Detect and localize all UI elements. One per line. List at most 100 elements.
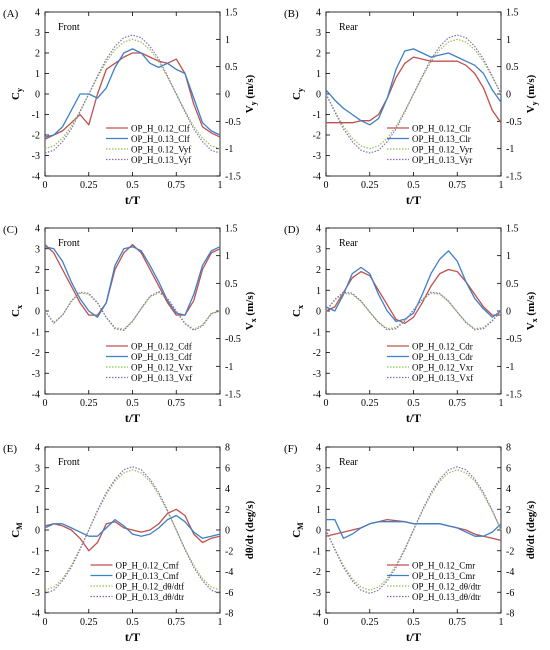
x-tick-label: 0.5	[126, 180, 139, 191]
y-left-tick-label: -2	[32, 567, 40, 578]
legend-label: OP_H_0.13_Cdf	[131, 352, 192, 362]
y-left-tick-label: 3	[316, 28, 321, 39]
x-tick-label: 0.75	[449, 398, 467, 409]
series-line-0	[44, 508, 221, 552]
y-left-tick-label: 2	[35, 484, 40, 495]
x-tick-label: 0	[43, 398, 48, 409]
x-tick-label: 0.5	[126, 398, 139, 409]
legend-label: OP_H_0.12_Vxr	[412, 363, 473, 373]
legend-label: OP_H_0.13_Clr	[412, 134, 471, 144]
y-right-axis-label-sub: x	[249, 318, 258, 322]
legend-label: OP_H_0.13_Vxf	[131, 373, 192, 383]
y-left-tick-label: 2	[35, 265, 40, 276]
y-right-axis-label: Vx (m/s)	[525, 291, 539, 330]
y-right-tick-label: 1	[225, 251, 230, 262]
panel-annotation: Rear	[339, 457, 359, 468]
legend-label: OP_H_0.12_Vxr	[131, 363, 192, 373]
y-left-tick-label: -1	[32, 546, 40, 557]
y-left-axis-label: Cy	[291, 88, 305, 100]
y-left-tick-label: 4	[35, 443, 40, 454]
y-right-tick-label: -6	[506, 588, 514, 599]
y-left-tick-label: -2	[32, 348, 40, 359]
y-right-tick-label: 1.5	[506, 224, 519, 235]
legend-label: OP_H_0.12_dθ/dtr	[412, 582, 481, 592]
x-tick-label: 0.25	[361, 398, 379, 409]
y-right-tick-label: -4	[506, 567, 514, 578]
y-left-tick-label: 1	[35, 505, 40, 516]
y-right-tick-label: -1.5	[225, 172, 241, 183]
y-left-axis-label-sub: M	[296, 522, 305, 530]
x-tick-label: 0.75	[168, 398, 186, 409]
x-tick-label: 0.25	[80, 180, 98, 191]
y-left-axis-label-sub: y	[296, 88, 305, 92]
panel-annotation: Rear	[339, 22, 359, 33]
y-right-tick-label: 0	[225, 90, 230, 101]
y-left-tick-label: -4	[32, 172, 40, 183]
x-tick-label: 1	[218, 398, 223, 409]
series-line-2	[325, 469, 502, 591]
y-right-tick-label: 0	[506, 307, 511, 318]
y-left-tick-label: 3	[316, 244, 321, 255]
y-left-tick-label: -4	[313, 609, 321, 620]
legend-label: OP_H_0.13_Vyr	[412, 155, 472, 165]
x-tick-label: 0.75	[168, 180, 186, 191]
panel-label: (F)	[284, 443, 298, 455]
y-right-tick-label: -1	[506, 362, 514, 373]
legend-label: OP_H_0.13_Clf	[131, 134, 190, 144]
y-left-tick-label: 2	[316, 484, 321, 495]
y-right-tick-label: 0	[506, 90, 511, 101]
panel-label: (E)	[3, 443, 17, 455]
y-left-tick-label: -4	[313, 390, 321, 401]
panel-annotation: Front	[58, 238, 80, 249]
x-tick-label: 1	[499, 617, 504, 628]
legend-label: OP_H_0.12_Cdf	[131, 342, 192, 352]
x-tick-label: 0.25	[80, 398, 98, 409]
y-left-tick-label: 4	[316, 443, 321, 454]
chart-panel-1: 0 0.25 0.5 0.75 1 -4 -3 -2 -1 0 1 2 3 4 -1.5 -1 -0.5 0 0.5…	[284, 8, 539, 208]
y-right-tick-label: 8	[506, 443, 511, 454]
panel-label: (B)	[284, 8, 299, 20]
legend-label: OP_H_0.12_Clf	[131, 124, 190, 134]
y-right-tick-label: -1	[506, 144, 514, 155]
y-right-axis-label: dθ/dt (deg/s)	[525, 500, 537, 559]
x-tick-label: 0.75	[168, 617, 186, 628]
y-left-tick-label: 3	[35, 244, 40, 255]
series-line-3	[325, 466, 502, 594]
y-left-tick-label: 0	[316, 307, 321, 318]
y-right-tick-label: -6	[225, 588, 233, 599]
panel-annotation: Front	[58, 22, 80, 33]
y-right-axis-label-unit: (m/s)	[525, 74, 537, 101]
y-right-axis-label-main: V	[244, 105, 256, 113]
y-left-tick-label: -1	[313, 327, 321, 338]
legend-label: OP_H_0.12_Vyf	[131, 145, 191, 155]
series-line-2	[44, 292, 221, 330]
y-left-axis-label: Cx	[291, 305, 305, 317]
y-left-axis-label-main: C	[291, 309, 303, 317]
legend-label: OP_H_0.13_dθ/dtr	[412, 592, 481, 602]
y-left-tick-label: 0	[35, 526, 40, 537]
y-right-tick-label: -2	[225, 546, 233, 557]
x-axis-label: t/T	[406, 630, 421, 644]
y-left-tick-label: 1	[316, 69, 321, 80]
y-right-tick-label: 0	[225, 307, 230, 318]
x-tick-label: 0.25	[361, 180, 379, 191]
series-line-0	[44, 243, 221, 316]
y-left-axis-label-sub: x	[15, 305, 24, 309]
legend-label: OP_H_0.13_Cmf	[116, 571, 179, 581]
x-tick-label: 0.75	[449, 180, 467, 191]
y-right-tick-label: 6	[225, 463, 230, 474]
y-right-axis-label-unit: (m/s)	[244, 74, 256, 101]
y-left-axis-label: CM	[291, 522, 305, 538]
y-right-tick-label: 0	[225, 526, 230, 537]
panel-label: (A)	[3, 8, 19, 20]
y-right-axis-label-unit: (m/s)	[525, 291, 537, 318]
x-tick-label: 0	[43, 180, 48, 191]
y-right-tick-label: -1.5	[225, 390, 241, 401]
y-left-tick-label: -1	[32, 110, 40, 121]
x-tick-label: 0.25	[361, 617, 379, 628]
y-right-tick-label: 0.5	[225, 62, 238, 73]
chart-panel-5: 0 0.25 0.5 0.75 1 -4 -3 -2 -1 0 1 2 3 4 -8 -6 -4 -2 0 2 4 6 8 O…	[284, 443, 537, 645]
series-line-2	[325, 38, 502, 150]
y-left-tick-label: -3	[32, 151, 40, 162]
